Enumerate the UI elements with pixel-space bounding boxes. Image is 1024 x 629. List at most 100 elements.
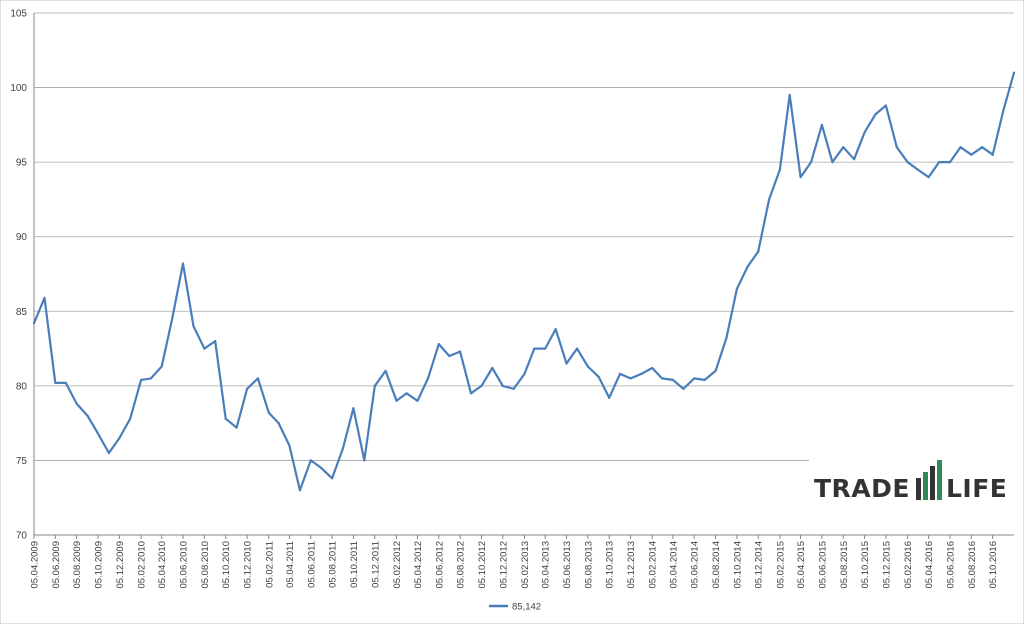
data-point	[693, 377, 696, 380]
data-point	[32, 322, 36, 325]
data-point	[320, 466, 323, 469]
x-tick-label: 05.04.2014	[668, 541, 679, 589]
data-point	[459, 350, 462, 353]
x-tick-label: 05.06.2015	[817, 541, 828, 589]
x-tick-label: 05.06.2013	[562, 541, 573, 589]
data-point	[831, 161, 834, 164]
x-tick-label: 05.06.2014	[690, 541, 701, 589]
data-point	[810, 161, 813, 164]
data-point	[491, 366, 494, 370]
x-tick-label: 05.04.2010	[157, 541, 168, 589]
data-point	[778, 168, 782, 171]
data-point	[586, 365, 590, 368]
legend-label: 85,142	[512, 602, 541, 613]
logo-bar	[930, 466, 935, 500]
x-tick-label: 05.08.2016	[967, 541, 978, 589]
data-point	[725, 337, 728, 340]
data-point	[140, 378, 143, 381]
data-point	[405, 392, 408, 395]
data-point	[448, 354, 451, 358]
data-point	[331, 477, 334, 480]
data-point	[267, 411, 270, 414]
data-point	[544, 347, 547, 350]
data-point	[171, 317, 174, 320]
y-tick-label: 95	[16, 158, 28, 169]
data-point	[96, 432, 100, 435]
data-point	[671, 378, 675, 381]
data-point	[575, 347, 579, 350]
x-tick-label: 05.10.2010	[221, 541, 232, 589]
x-tick-label: 05.08.2012	[456, 541, 467, 589]
logo-bar	[916, 478, 921, 500]
data-point	[437, 343, 440, 346]
data-point	[129, 417, 132, 420]
y-axis-tick-labels: 70 75 80 85 90 95 100 105	[10, 9, 27, 542]
data-point	[1002, 108, 1005, 111]
data-point	[480, 384, 483, 387]
x-tick-label: 05.10.2011	[349, 541, 360, 588]
x-tick-label: 05.08.2009	[72, 541, 83, 589]
data-point	[523, 372, 526, 375]
x-tick-label: 05.02.2016	[903, 541, 914, 589]
x-tick-label: 05.10.2014	[732, 541, 743, 589]
y-tick-label: 75	[16, 456, 28, 467]
data-point	[203, 347, 206, 350]
data-point	[43, 296, 46, 299]
x-axis-tick-labels: 05.04.2009 05.06.2009 05.08.2009 05.10.2009…	[30, 535, 999, 589]
x-tick-label: 05.08.2014	[711, 541, 722, 589]
data-point	[512, 387, 515, 390]
data-point	[341, 447, 344, 450]
data-point	[160, 365, 163, 368]
gridlines	[34, 12, 1014, 461]
x-tick-label: 05.12.2010	[243, 541, 254, 589]
x-tick-label: 05.08.2013	[583, 541, 594, 589]
x-tick-label: 05.12.2015	[881, 541, 892, 589]
data-point	[224, 417, 227, 420]
data-point	[651, 366, 654, 370]
x-tick-label: 05.06.2010	[179, 541, 190, 589]
data-point	[895, 146, 898, 149]
data-point	[597, 375, 600, 378]
y-tick-label: 105	[10, 9, 27, 20]
x-tick-label: 05.04.2013	[541, 541, 552, 589]
data-point	[64, 381, 67, 384]
data-point	[246, 387, 249, 390]
x-tick-label: 05.06.2011	[306, 541, 317, 588]
data-point	[181, 262, 185, 265]
legend: 85,142	[489, 602, 541, 613]
x-tick-label: 05.12.2014	[754, 541, 765, 589]
x-tick-label: 05.06.2012	[434, 541, 445, 589]
logo-bars-icon	[916, 460, 942, 500]
data-point	[107, 451, 110, 455]
data-point	[501, 384, 504, 387]
y-tick-label: 70	[16, 531, 28, 542]
data-point	[757, 250, 760, 253]
x-tick-label: 05.02.2012	[392, 541, 403, 589]
data-point	[746, 265, 749, 268]
x-tick-label: 05.10.2015	[860, 541, 871, 589]
data-point	[714, 369, 717, 372]
logo-text-life: LIFE	[946, 474, 1007, 503]
data-point	[416, 399, 419, 402]
data-point	[384, 369, 387, 372]
logo-text-trade: TRADE	[814, 474, 910, 503]
data-point	[363, 459, 366, 462]
x-tick-label: 05.12.2013	[626, 541, 637, 589]
data-point	[884, 104, 888, 107]
data-point	[853, 158, 856, 161]
y-tick-label: 85	[16, 307, 28, 318]
data-point	[426, 377, 430, 380]
data-point	[970, 153, 973, 156]
x-tick-label: 05.04.2011	[285, 541, 296, 588]
x-tick-label: 05.02.2010	[137, 541, 148, 589]
data-point	[618, 372, 622, 375]
x-tick-label: 05.10.2013	[605, 541, 616, 589]
x-tick-label: 05.02.2013	[520, 541, 531, 589]
data-point	[874, 113, 877, 116]
data-point	[991, 153, 994, 156]
x-tick-label: 05.08.2010	[200, 541, 211, 589]
data-point	[959, 146, 962, 149]
data-point	[373, 384, 376, 387]
